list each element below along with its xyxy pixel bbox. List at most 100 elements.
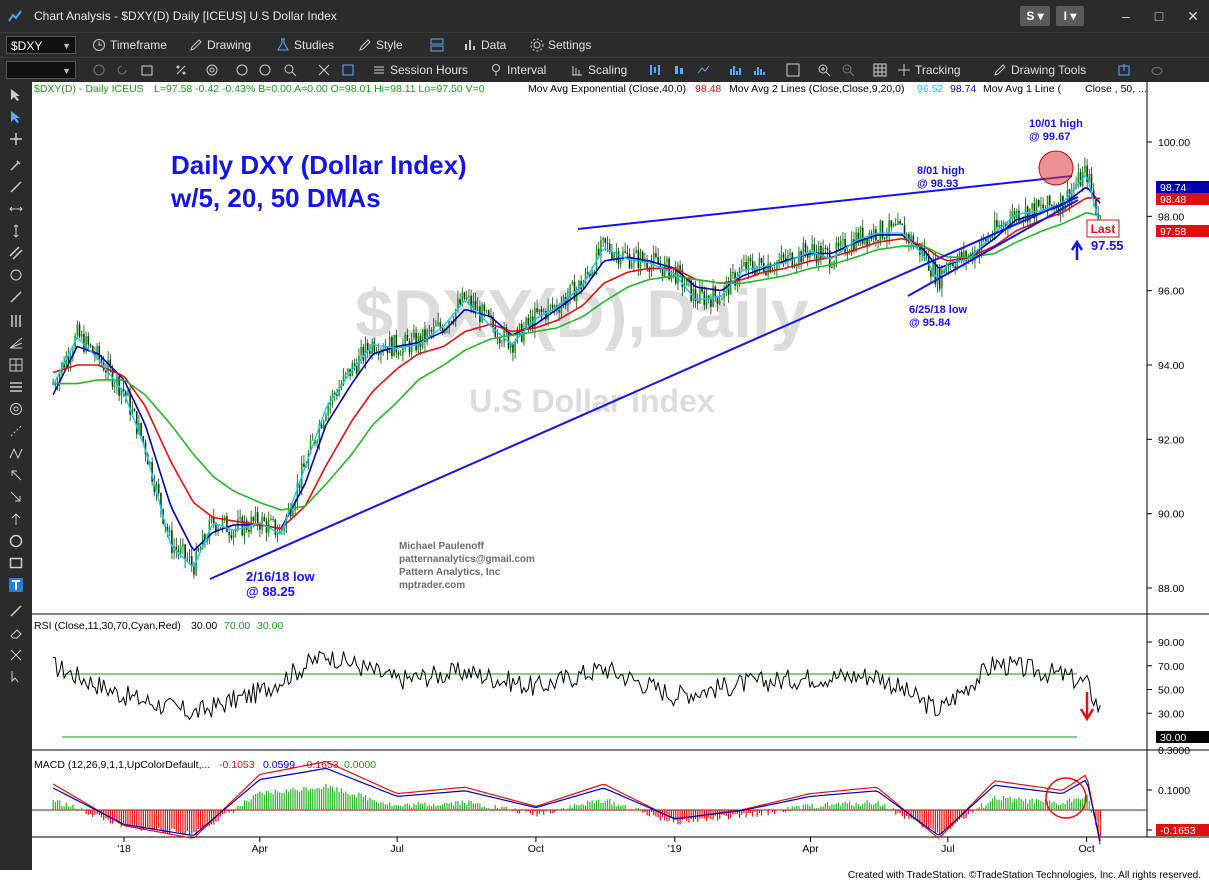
tradestation-logo-icon bbox=[8, 10, 22, 22]
chart-layout-icon[interactable] bbox=[786, 63, 800, 77]
drawing-menu[interactable]: Drawing bbox=[207, 38, 252, 52]
credit-email: patternanalytics@gmail.com bbox=[399, 554, 535, 565]
candle-body bbox=[133, 409, 136, 412]
arrow-up-icon[interactable] bbox=[9, 512, 23, 526]
maximize-button[interactable]: □ bbox=[1154, 8, 1164, 24]
ema-value: 98.48 bbox=[695, 83, 721, 95]
cycle-lines-icon[interactable] bbox=[9, 446, 23, 460]
search-icon[interactable] bbox=[283, 63, 297, 77]
candle-body bbox=[789, 252, 791, 256]
trendline-icon[interactable] bbox=[9, 180, 23, 194]
candle-body bbox=[465, 296, 468, 300]
speed-lines-icon[interactable] bbox=[9, 336, 23, 350]
candle-body bbox=[122, 388, 125, 392]
candle-style-icon[interactable] bbox=[672, 63, 686, 77]
candle-body bbox=[406, 334, 409, 341]
export-icon[interactable] bbox=[1117, 63, 1131, 77]
rsi-tag-value: 30.00 bbox=[1160, 732, 1186, 744]
studies-menu[interactable]: Studies bbox=[294, 38, 335, 52]
vertical-arrows-icon[interactable] bbox=[9, 224, 23, 238]
chart-area[interactable]: $DXY(D),Daily U.S Dollar Index $DXY(D) -… bbox=[32, 82, 1209, 870]
pointer-icon[interactable] bbox=[9, 88, 23, 102]
parallel-lines-icon[interactable] bbox=[9, 314, 23, 328]
bar-style-icon[interactable] bbox=[648, 63, 662, 77]
rsi-tick-label: 90.00 bbox=[1158, 637, 1184, 649]
close-button[interactable]: ✕ bbox=[1187, 8, 1199, 24]
cloud-icon[interactable] bbox=[1150, 63, 1164, 77]
style-menu[interactable]: Style bbox=[376, 38, 403, 52]
crosshair-icon[interactable] bbox=[9, 132, 23, 146]
delete-drawing-icon[interactable] bbox=[9, 648, 23, 662]
arrow-down-right-icon[interactable] bbox=[9, 490, 23, 504]
eyedropper-icon[interactable] bbox=[9, 158, 23, 172]
drawing-tools-menu[interactable]: Drawing Tools bbox=[1011, 63, 1087, 77]
candle-body bbox=[402, 343, 404, 355]
eraser-icon[interactable] bbox=[9, 626, 23, 640]
data-menu[interactable]: Data bbox=[481, 38, 507, 52]
cycle-icon[interactable] bbox=[205, 63, 219, 77]
horizontal-arrows-icon[interactable] bbox=[9, 202, 23, 216]
candle-body bbox=[107, 359, 109, 373]
s-button[interactable]: S ▾ bbox=[1020, 6, 1050, 26]
candle-body bbox=[252, 517, 255, 522]
zoom-icon[interactable] bbox=[92, 63, 106, 77]
i-button[interactable]: I ▾ bbox=[1056, 6, 1084, 26]
layout-icon[interactable] bbox=[430, 38, 444, 52]
scaling-menu[interactable]: Scaling bbox=[588, 63, 628, 77]
candle-body bbox=[457, 299, 459, 310]
calendar-icon[interactable] bbox=[140, 63, 154, 77]
grid-icon[interactable] bbox=[873, 63, 887, 77]
ellipse-icon[interactable] bbox=[9, 534, 23, 548]
symbol-combo[interactable]: $DXY ▼ bbox=[6, 36, 76, 54]
candle-body bbox=[278, 529, 281, 534]
interval-combo[interactable]: ▼ bbox=[6, 61, 76, 79]
rectangle-icon[interactable] bbox=[9, 556, 23, 570]
session-hours-menu[interactable]: Session Hours bbox=[390, 63, 469, 77]
price-tag-last-value: 97.58 bbox=[1160, 226, 1186, 238]
alarm-icon[interactable] bbox=[258, 63, 272, 77]
candle-body bbox=[1070, 190, 1073, 203]
refresh-icon[interactable] bbox=[115, 63, 129, 77]
candle-body bbox=[476, 306, 479, 312]
fib-icon[interactable] bbox=[9, 290, 23, 304]
zoom-in-icon[interactable] bbox=[817, 63, 831, 77]
settings-menu[interactable]: Settings bbox=[548, 38, 592, 52]
candle-body bbox=[485, 310, 488, 312]
arrow-up-left-icon[interactable] bbox=[9, 468, 23, 482]
volume-icon[interactable] bbox=[728, 63, 742, 77]
candle-body bbox=[912, 235, 915, 247]
minimize-button[interactable]: – bbox=[1122, 8, 1130, 24]
tools-icon[interactable] bbox=[317, 63, 331, 77]
tracking-menu[interactable]: Tracking bbox=[915, 63, 961, 77]
gann-icon[interactable] bbox=[9, 268, 23, 282]
flask-icon bbox=[277, 38, 289, 51]
line-style-icon[interactable] bbox=[696, 63, 710, 77]
candle-body bbox=[798, 251, 800, 265]
dotted-line-icon[interactable] bbox=[9, 424, 23, 438]
candle-body bbox=[826, 248, 829, 251]
horizontal-lines-icon[interactable] bbox=[9, 380, 23, 394]
timeframe-menu[interactable]: Timeframe bbox=[110, 38, 167, 52]
grid-tool-icon[interactable] bbox=[9, 358, 23, 372]
candle-body bbox=[1029, 208, 1031, 222]
target-icon[interactable] bbox=[9, 402, 23, 416]
text-tool-icon[interactable] bbox=[9, 578, 23, 592]
percent-icon[interactable] bbox=[174, 63, 188, 77]
pointer-alt-icon[interactable] bbox=[9, 110, 23, 124]
histogram-icon[interactable] bbox=[752, 63, 766, 77]
zoom-out-icon[interactable] bbox=[841, 63, 855, 77]
candle-body bbox=[527, 317, 530, 325]
candle-body bbox=[813, 244, 816, 252]
candle-body bbox=[604, 238, 607, 243]
candle-body bbox=[135, 411, 138, 434]
channel-icon[interactable] bbox=[9, 246, 23, 260]
candle-body bbox=[780, 254, 783, 260]
macd-tick-label: 0.3000 bbox=[1158, 745, 1190, 757]
currency-icon[interactable] bbox=[235, 63, 249, 77]
line-tool-icon[interactable] bbox=[9, 604, 23, 618]
candle-body bbox=[666, 258, 668, 262]
interval-menu[interactable]: Interval bbox=[507, 63, 547, 77]
candle-body bbox=[993, 220, 996, 236]
position-icon[interactable] bbox=[341, 63, 355, 77]
pointer-small-icon[interactable] bbox=[9, 670, 23, 684]
